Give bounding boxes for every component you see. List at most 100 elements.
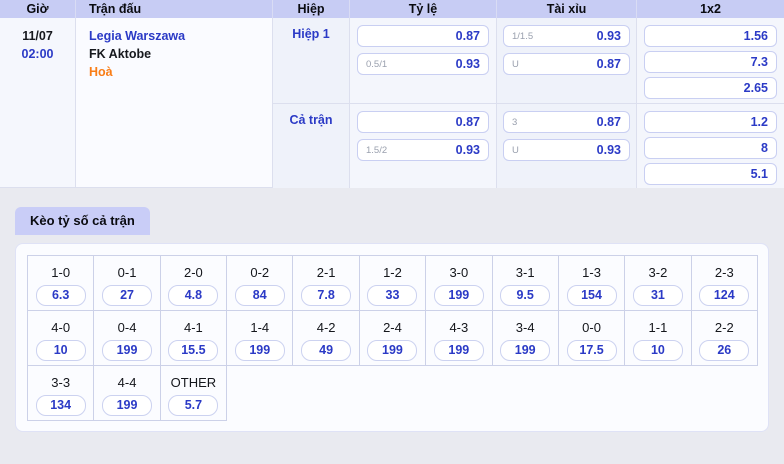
- match-odds-table: Giờ Trận đấu Hiệp Tỷ lệ Tài xỉu 1x2 11/0…: [0, 0, 784, 188]
- score-odds-button[interactable]: 49: [301, 340, 352, 361]
- handicap-cell: 0.87 0.5/1 0.93: [350, 18, 497, 103]
- match-time-cell: 11/07 02:00: [0, 18, 76, 187]
- score-odds-button[interactable]: 199: [367, 340, 418, 361]
- odds-value: 0.93: [596, 143, 621, 157]
- 1x2-odds-button[interactable]: 5.1: [644, 163, 777, 185]
- score-label: 1-3: [582, 265, 601, 280]
- score-odds-button[interactable]: 199: [102, 395, 153, 416]
- score-label: 4-0: [51, 320, 71, 335]
- 1x2-odds-button[interactable]: 8: [644, 137, 777, 159]
- score-odds-button[interactable]: 4.8: [168, 285, 219, 306]
- match-time: 02:00: [21, 47, 54, 61]
- over-under-line: U: [512, 144, 519, 156]
- over-under-odds-button[interactable]: 1/1.5 0.93: [503, 25, 630, 47]
- over-under-odds-button[interactable]: U 0.93: [503, 139, 630, 161]
- score-odds-button[interactable]: 9.5: [500, 285, 551, 306]
- 1x2-odds-button[interactable]: 1.56: [644, 25, 777, 47]
- odds-value: 8: [761, 141, 768, 155]
- score-cell: 3-0 199: [425, 255, 493, 311]
- score-label: 4-3: [449, 320, 469, 335]
- score-odds-button[interactable]: 199: [234, 340, 285, 361]
- score-odds-button[interactable]: 124: [699, 285, 750, 306]
- draw-label: Hoà: [89, 65, 113, 79]
- score-row: 4-0 10 0-4 199 4-1 15.5 1-4 199 4-2 49 2-4 199 4-3 19…: [26, 310, 759, 366]
- score-label: 1-4: [250, 320, 270, 335]
- table-header-row: Giờ Trận đấu Hiệp Tỷ lệ Tài xỉu 1x2: [0, 0, 784, 18]
- odds-value: 0.87: [455, 115, 480, 129]
- handicap-odds-button[interactable]: 0.87: [357, 25, 489, 47]
- match-date: 11/07: [22, 29, 53, 43]
- score-label: 1-2: [383, 265, 402, 280]
- score-odds-button[interactable]: 27: [102, 285, 153, 306]
- match-teams-cell: Legia Warszawa FK Aktobe Hoà: [76, 18, 273, 187]
- score-label: 2-4: [383, 320, 402, 335]
- score-odds-button[interactable]: 26: [699, 340, 750, 361]
- score-odds-button[interactable]: 5.7: [168, 395, 219, 416]
- score-row: 1-0 6.3 0-1 27 2-0 4.8 0-2 84 2-1 7.8 1-2 33 3-0 199 3…: [26, 255, 759, 311]
- 1x2-odds-button[interactable]: 2.65: [644, 77, 777, 99]
- score-label: 0-1: [117, 265, 137, 280]
- score-odds-button[interactable]: 199: [102, 340, 153, 361]
- score-cell: 2-0 4.8: [159, 255, 228, 311]
- correct-score-panel: 1-0 6.3 0-1 27 2-0 4.8 0-2 84 2-1 7.8 1-2 33 3-0 199 3…: [15, 243, 769, 432]
- odds-value: 0.87: [455, 29, 480, 43]
- odds-value: 0.87: [596, 57, 621, 71]
- away-team-label: FK Aktobe: [89, 47, 152, 61]
- handicap-line: 0.5/1: [366, 58, 388, 70]
- col-header-over-under: Tài xỉu: [497, 0, 637, 18]
- odds-value: 5.1: [750, 167, 768, 181]
- score-cell: 4-3 199: [425, 310, 493, 366]
- score-cell: 4-1 15.5: [159, 310, 228, 366]
- score-odds-button[interactable]: 10: [35, 340, 86, 361]
- score-odds-button[interactable]: 199: [433, 340, 484, 361]
- score-odds-button[interactable]: 33: [367, 285, 418, 306]
- score-label: 4-2: [316, 320, 336, 335]
- odds-value: 0.87: [596, 115, 621, 129]
- score-label: 1-0: [51, 265, 71, 280]
- 1x2-odds-button[interactable]: 1.2: [644, 111, 777, 133]
- score-odds-button[interactable]: 7.8: [301, 285, 352, 306]
- home-team-link[interactable]: Legia Warszawa: [89, 29, 186, 43]
- handicap-odds-button[interactable]: 0.87: [357, 111, 489, 133]
- tab-correct-score[interactable]: Kèo tỷ số cả trận: [15, 207, 150, 235]
- over-under-odds-button[interactable]: U 0.87: [503, 53, 630, 75]
- section-full-time: Cả trận 0.87 1.5/2 0.93: [273, 103, 784, 188]
- score-cell: 4-0 10: [26, 310, 95, 366]
- score-label: 2-0: [184, 265, 203, 280]
- odds-value: 7.3: [750, 55, 768, 69]
- score-label: 3-1: [515, 265, 535, 280]
- score-odds-button[interactable]: 10: [632, 340, 683, 361]
- odds-columns: Hiệp 1 0.87 0.5/1 0.93: [273, 18, 784, 188]
- score-cell: 2-1 7.8: [292, 255, 360, 311]
- 1x2-odds-button[interactable]: 7.3: [644, 51, 777, 73]
- col-header-time: Giờ: [0, 0, 76, 18]
- correct-score-grid: 1-0 6.3 0-1 27 2-0 4.8 0-2 84 2-1 7.8 1-2 33 3-0 199 3…: [26, 255, 759, 421]
- col-header-handicap: Tỷ lệ: [350, 0, 497, 18]
- score-odds-button[interactable]: 6.3: [35, 285, 86, 306]
- odds-value: 1.56: [743, 29, 768, 43]
- score-odds-button[interactable]: 199: [500, 340, 551, 361]
- odds-value: 0.93: [455, 143, 480, 157]
- section-label: Hiệp 1: [292, 27, 330, 41]
- score-odds-button[interactable]: 84: [234, 285, 285, 306]
- score-odds-button[interactable]: 17.5: [566, 340, 617, 361]
- score-odds-button[interactable]: 31: [632, 285, 683, 306]
- score-odds-button[interactable]: 154: [566, 285, 617, 306]
- score-label: 2-3: [714, 265, 734, 280]
- handicap-odds-button[interactable]: 0.5/1 0.93: [357, 53, 489, 75]
- score-odds-button[interactable]: 15.5: [168, 340, 219, 361]
- over-under-odds-button[interactable]: 3 0.87: [503, 111, 630, 133]
- score-label: 3-0: [449, 265, 469, 280]
- score-cell: 1-2 33: [358, 255, 427, 311]
- odds-value: 0.93: [596, 29, 621, 43]
- handicap-odds-button[interactable]: 1.5/2 0.93: [357, 139, 489, 161]
- score-label: 4-1: [184, 320, 203, 335]
- table-body: 11/07 02:00 Legia Warszawa FK Aktobe Hoà…: [0, 18, 784, 188]
- score-cell: 1-1 10: [624, 310, 692, 366]
- score-cell: 4-4 199: [93, 365, 161, 421]
- score-cell: 0-2 84: [226, 255, 294, 311]
- score-odds-button[interactable]: 134: [35, 395, 86, 416]
- score-odds-button[interactable]: 199: [433, 285, 484, 306]
- score-cell: 2-3 124: [690, 255, 759, 311]
- over-under-line: 3: [512, 116, 518, 128]
